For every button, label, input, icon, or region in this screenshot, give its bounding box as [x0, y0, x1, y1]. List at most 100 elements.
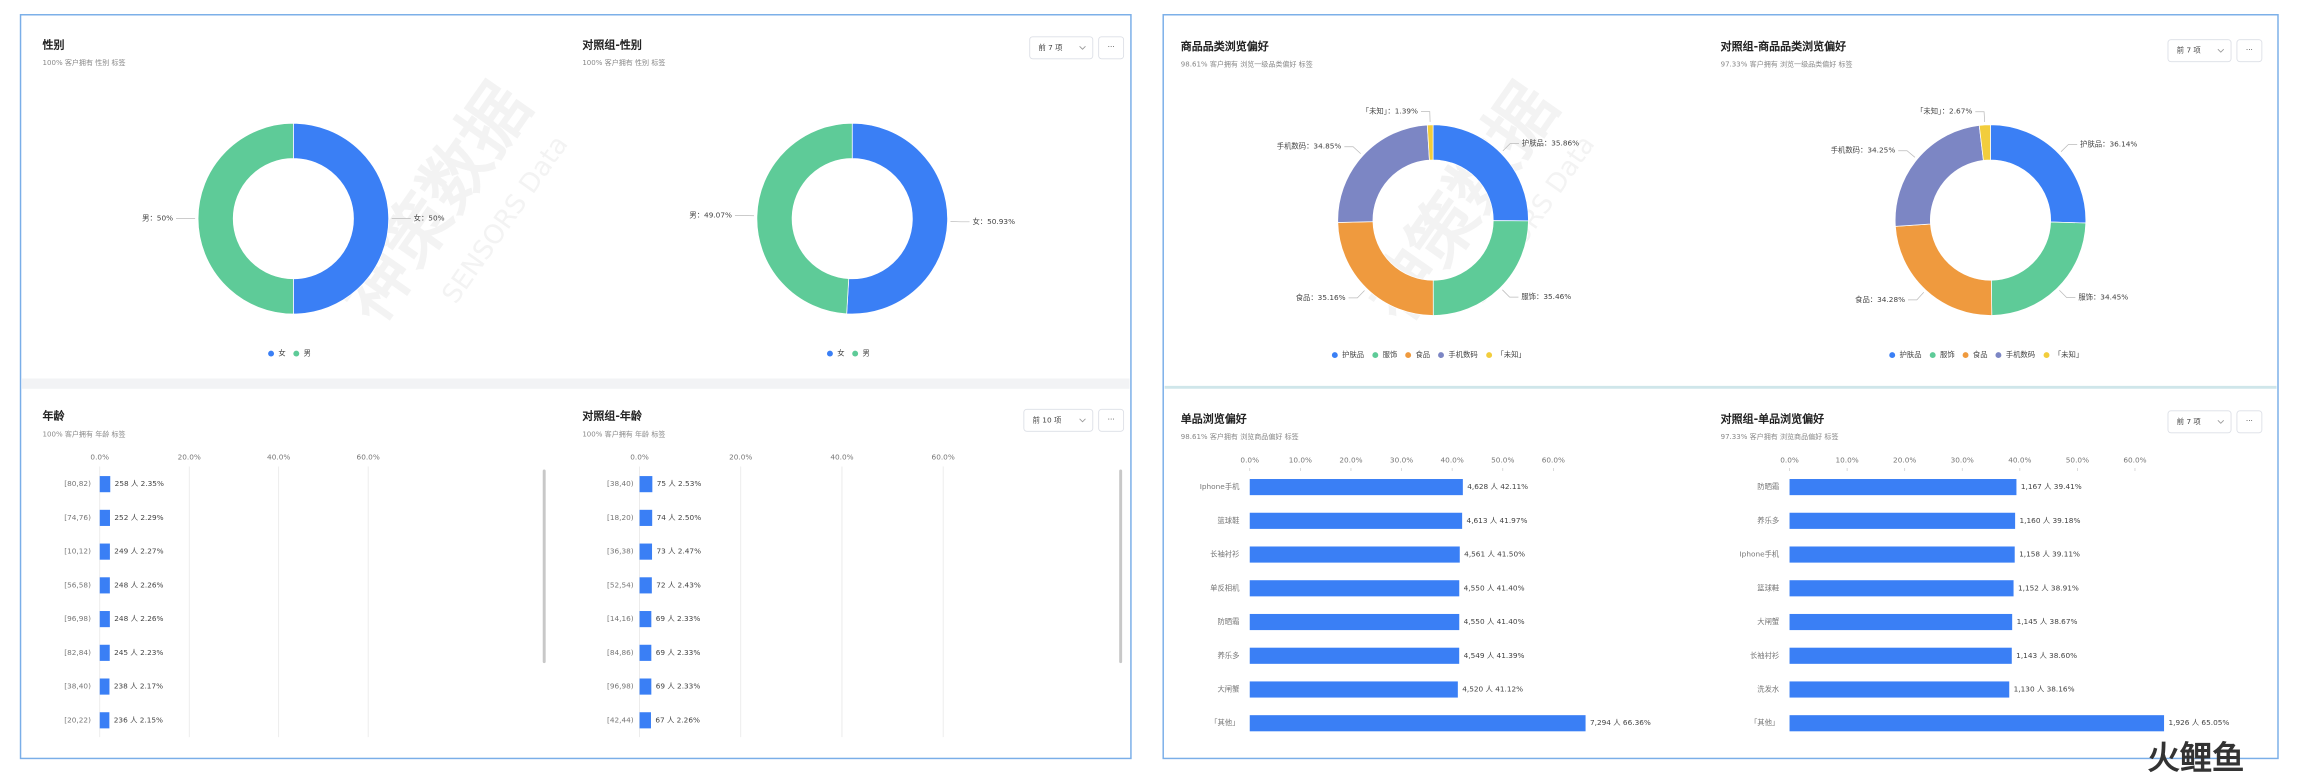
chart-title: 单品浏览偏好 — [1181, 412, 1247, 426]
legend-label: 护肤品 — [1900, 350, 1922, 359]
value-label: 248 人 2.26% — [114, 580, 163, 589]
category-label: [38,40) — [64, 682, 91, 691]
x-tick-label: 10.0% — [1835, 456, 1858, 465]
category-label: [84,86) — [607, 648, 634, 657]
bar — [1789, 546, 2015, 563]
value-label: 1,143 人 38.60% — [2016, 651, 2077, 660]
pie-slice — [293, 122, 389, 315]
top-n-dropdown[interactable] — [2167, 39, 2232, 63]
bar — [99, 476, 111, 493]
category-label: [38,40) — [607, 479, 634, 488]
legend-marker — [268, 350, 275, 357]
legend-label: 护肤品 — [1342, 350, 1364, 359]
legend-label: 食品 — [1415, 350, 1430, 359]
chevron — [1079, 418, 1086, 423]
value-label: 69 人 2.33% — [656, 648, 701, 657]
chart-subtitle: 100% 客户拥有 年龄 标签 — [582, 429, 665, 438]
value-label: 238 人 2.17% — [114, 682, 163, 691]
legend-label: 男 — [863, 349, 870, 358]
legend-marker — [1331, 352, 1338, 358]
leader-line — [1898, 150, 1916, 158]
top-n-dropdown[interactable] — [2167, 410, 2232, 434]
top-n-dropdown[interactable] — [1023, 408, 1094, 432]
value-label: 「未知」：2.67% — [1916, 107, 1972, 116]
more-label: ··· — [1108, 42, 1115, 51]
legend-label: 女 — [278, 349, 285, 358]
x-tick-label: 0.0% — [90, 453, 109, 462]
value-label: 4,550 人 41.40% — [1464, 583, 1525, 592]
x-tick-label: 20.0% — [178, 453, 201, 462]
legend-marker — [1962, 352, 1969, 358]
category-label: 篮球鞋 — [1217, 516, 1240, 525]
bar — [1789, 580, 2014, 597]
value-label: 252 人 2.29% — [114, 513, 163, 522]
value-label: 男：49.07% — [689, 210, 732, 219]
value-label: 男：50% — [142, 214, 173, 223]
leader-line — [1420, 111, 1431, 122]
legend-label: 服饰 — [1940, 350, 1955, 359]
x-tick-label: 40.0% — [830, 453, 853, 462]
value-label: 73 人 2.47% — [656, 547, 701, 556]
legend-label: 女 — [837, 349, 844, 358]
value-label: 「未知」：1.39% — [1362, 107, 1418, 116]
bar — [1249, 512, 1463, 529]
legend-marker — [1438, 352, 1444, 358]
more-button[interactable] — [1098, 36, 1125, 60]
top-n-label: 前 7 项 — [1039, 43, 1064, 52]
bar — [1789, 681, 2010, 698]
leader-line — [2059, 289, 2076, 298]
chart-title: 对照组-单品浏览偏好 — [1721, 412, 1825, 426]
value-label: 67 人 2.26% — [655, 715, 700, 724]
value-label: 护肤品：35.86% — [1522, 139, 1579, 148]
value-label: 手机数码：34.85% — [1277, 142, 1342, 151]
bar — [639, 712, 651, 729]
leader-line — [2060, 144, 2078, 152]
bar — [1789, 479, 2017, 496]
more-button[interactable] — [2236, 39, 2263, 63]
pie-slice — [1978, 124, 1991, 161]
bar — [1249, 715, 1586, 732]
scrollbar[interactable] — [542, 469, 546, 664]
legend-label: 食品 — [1973, 350, 1988, 359]
legend-marker — [1372, 352, 1379, 358]
x-tick-label: 0.0% — [630, 453, 649, 462]
x-tick-label: 60.0% — [1542, 456, 1565, 465]
x-tick-label: 40.0% — [1441, 456, 1464, 465]
top-n-dropdown[interactable] — [1029, 36, 1094, 60]
category-label: 篮球鞋 — [1757, 583, 1780, 592]
pie-slice — [846, 122, 948, 315]
x-tick-label: 20.0% — [729, 453, 752, 462]
top-n-label: 前 7 项 — [2177, 46, 2202, 55]
chevron — [1079, 45, 1086, 50]
value-label: 69 人 2.33% — [656, 682, 701, 691]
scrollbar[interactable] — [1119, 469, 1123, 664]
value-label: 服饰：35.46% — [1521, 292, 1571, 301]
value-label: 1,167 人 39.41% — [2021, 482, 2082, 491]
value-label: 4,549 人 41.39% — [1464, 651, 1525, 660]
x-tick-label: 20.0% — [1893, 456, 1916, 465]
legend-marker — [827, 350, 833, 357]
more-button[interactable] — [2236, 410, 2263, 434]
leader-line — [1502, 143, 1519, 152]
bar — [1249, 546, 1460, 563]
value-label: 护肤品：36.14% — [2080, 140, 2137, 149]
legend-marker — [1486, 352, 1493, 358]
category-label: 养乐多 — [1757, 516, 1779, 525]
bar — [99, 712, 110, 729]
more-label: ··· — [2246, 45, 2253, 54]
more-button[interactable] — [1098, 408, 1125, 432]
value-label: 258 人 2.35% — [115, 479, 164, 488]
category-label: [96,98) — [607, 682, 634, 691]
legend-marker — [1995, 352, 2002, 358]
legend-marker — [852, 350, 859, 357]
category-label: [82,84) — [64, 648, 91, 657]
legend-marker — [1929, 352, 1936, 358]
category-label: Iphone手机 — [1740, 550, 1780, 559]
bar — [1789, 715, 2165, 732]
value-label: 72 人 2.43% — [656, 580, 701, 589]
x-tick-label: 0.0% — [1240, 456, 1259, 465]
chevron — [2217, 420, 2225, 424]
value-label: 1,926 人 65.05% — [2168, 718, 2229, 727]
category-label: [14,16) — [607, 614, 634, 623]
bar — [1789, 647, 2012, 664]
